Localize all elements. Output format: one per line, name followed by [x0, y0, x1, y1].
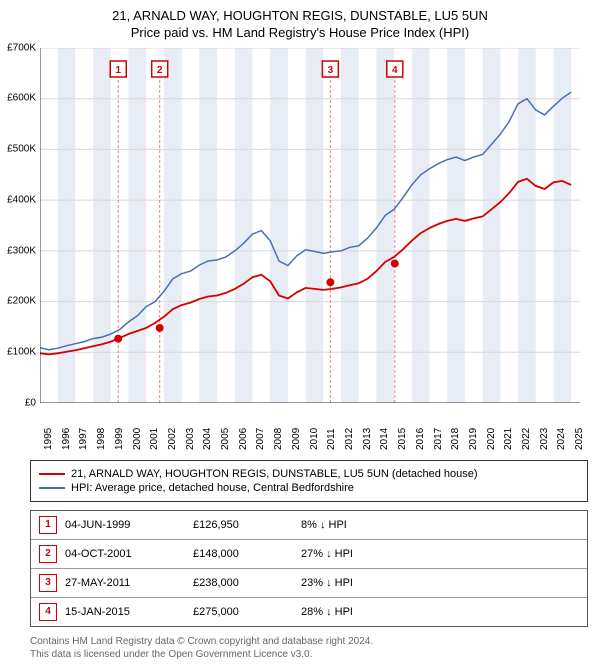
legend-label: HPI: Average price, detached house, Cent… — [71, 482, 354, 494]
legend-swatch — [39, 473, 65, 475]
y-tick-label: £700K — [7, 42, 36, 53]
table-row: 4 15-JAN-2015 £275,000 28% ↓ HPI — [31, 597, 587, 626]
x-tick-label: 2016 — [415, 428, 426, 450]
y-axis-ticks: £0£100K£200K£300K£400K£500K£600K£700K — [0, 48, 38, 418]
x-tick-label: 2009 — [291, 428, 302, 450]
legend-item: HPI: Average price, detached house, Cent… — [39, 481, 579, 495]
chart-container: 21, ARNALD WAY, HOUGHTON REGIS, DUNSTABL… — [0, 0, 600, 661]
title-block: 21, ARNALD WAY, HOUGHTON REGIS, DUNSTABL… — [0, 0, 600, 48]
x-tick-label: 2001 — [149, 428, 160, 450]
y-tick-label: £500K — [7, 144, 36, 155]
sale-diff: 27% ↓ HPI — [301, 548, 579, 560]
x-tick-label: 2006 — [238, 428, 249, 450]
x-axis-ticks: 1995 1996 1997 1998 1999 2000 2001 2002 2003 2004… — [40, 418, 600, 452]
chart-area: 1234 £0£100K£200K£300K£400K£500K£600K£70… — [40, 48, 600, 418]
x-tick-label: 1997 — [78, 428, 89, 450]
sale-price: £238,000 — [193, 577, 293, 589]
table-row: 3 27-MAY-2011 £238,000 23% ↓ HPI — [31, 568, 587, 597]
legend-label: 21, ARNALD WAY, HOUGHTON REGIS, DUNSTABL… — [71, 468, 478, 480]
x-tick-label: 1998 — [96, 428, 107, 450]
sale-date: 15-JAN-2015 — [65, 606, 185, 618]
x-tick-label: 2023 — [539, 428, 550, 450]
x-tick-label: 2015 — [397, 428, 408, 450]
y-tick-label: £600K — [7, 93, 36, 104]
footer-line-2: This data is licensed under the Open Gov… — [30, 648, 588, 661]
x-tick-label: 2000 — [132, 428, 143, 450]
sale-price: £275,000 — [193, 606, 293, 618]
title-address: 21, ARNALD WAY, HOUGHTON REGIS, DUNSTABL… — [0, 8, 600, 25]
y-tick-label: £400K — [7, 194, 36, 205]
x-tick-label: 2007 — [255, 428, 266, 450]
svg-text:2: 2 — [157, 65, 163, 76]
legend-swatch — [39, 487, 65, 489]
y-tick-label: £300K — [7, 245, 36, 256]
sales-table: 1 04-JUN-1999 £126,950 8% ↓ HPI 2 04-OCT-2001… — [30, 510, 588, 627]
x-tick-label: 2013 — [362, 428, 373, 450]
sale-date: 04-JUN-1999 — [65, 519, 185, 531]
footer-line-1: Contains HM Land Registry data © Crown c… — [30, 635, 588, 648]
y-tick-label: £100K — [7, 347, 36, 358]
sale-diff: 8% ↓ HPI — [301, 519, 579, 531]
x-tick-label: 1995 — [43, 428, 54, 450]
x-tick-label: 2014 — [379, 428, 390, 450]
y-tick-label: £0 — [25, 397, 36, 408]
sale-date: 04-OCT-2001 — [65, 548, 185, 560]
sale-diff: 23% ↓ HPI — [301, 577, 579, 589]
x-tick-label: 2019 — [468, 428, 479, 450]
x-tick-label: 2025 — [574, 428, 585, 450]
x-tick-label: 2012 — [344, 428, 355, 450]
legend-item: 21, ARNALD WAY, HOUGHTON REGIS, DUNSTABL… — [39, 467, 579, 481]
sale-marker-box: 2 — [39, 545, 57, 563]
sale-marker-box: 3 — [39, 574, 57, 592]
table-row: 1 04-JUN-1999 £126,950 8% ↓ HPI — [31, 511, 587, 539]
legend: 21, ARNALD WAY, HOUGHTON REGIS, DUNSTABL… — [30, 460, 588, 502]
x-tick-label: 2010 — [309, 428, 320, 450]
sale-date: 27-MAY-2011 — [65, 577, 185, 589]
footer: Contains HM Land Registry data © Crown c… — [30, 635, 588, 661]
sale-marker-box: 1 — [39, 516, 57, 534]
chart-svg: 1 2 3 4 — [40, 48, 580, 403]
x-tick-label: 1999 — [114, 428, 125, 450]
x-tick-label: 2011 — [326, 428, 337, 450]
x-tick-label: 2022 — [521, 428, 532, 450]
x-tick-label: 2018 — [450, 428, 461, 450]
x-tick-label: 2005 — [220, 428, 231, 450]
table-row: 2 04-OCT-2001 £148,000 27% ↓ HPI — [31, 539, 587, 568]
x-tick-label: 2008 — [273, 428, 284, 450]
sale-marker-box: 4 — [39, 603, 57, 621]
x-tick-label: 2021 — [503, 428, 514, 450]
x-tick-label: 2002 — [167, 428, 178, 450]
y-tick-label: £200K — [7, 296, 36, 307]
x-tick-label: 2020 — [486, 428, 497, 450]
sale-price: £148,000 — [193, 548, 293, 560]
svg-text:1: 1 — [115, 65, 121, 76]
x-tick-label: 1996 — [61, 428, 72, 450]
x-tick-label: 2017 — [433, 428, 444, 450]
svg-text:4: 4 — [392, 65, 398, 76]
title-subtitle: Price paid vs. HM Land Registry's House … — [0, 25, 600, 42]
x-tick-label: 2004 — [202, 428, 213, 450]
x-tick-label: 2024 — [556, 428, 567, 450]
sale-diff: 28% ↓ HPI — [301, 606, 579, 618]
sale-price: £126,950 — [193, 519, 293, 531]
svg-text:3: 3 — [328, 65, 334, 76]
x-tick-label: 2003 — [185, 428, 196, 450]
